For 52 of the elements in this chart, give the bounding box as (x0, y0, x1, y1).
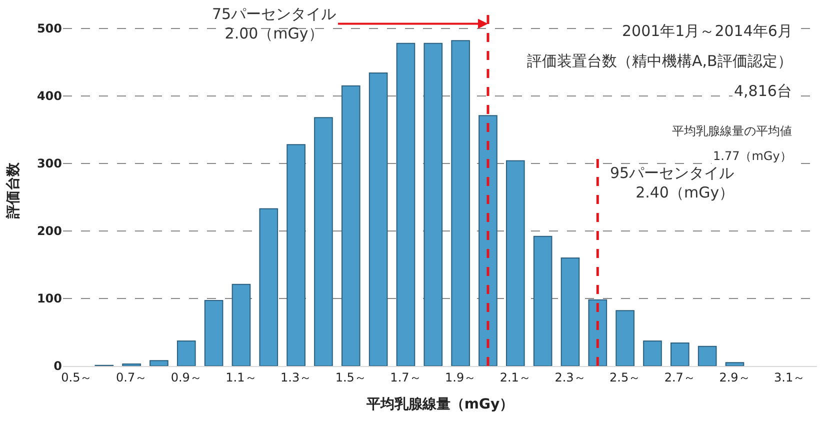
bar (232, 284, 251, 366)
bar (725, 362, 744, 366)
annotation: 2001年1月～2014年6月 (622, 22, 792, 40)
x-tick-label: 0.5～ (61, 370, 92, 384)
x-tick-label: 2.9～ (719, 370, 750, 384)
x-tick-label: 3.1～ (774, 370, 806, 384)
x-tick-label: 2.3～ (554, 370, 586, 384)
x-tick-label: 0.9～ (170, 370, 202, 384)
annotation: 4,816台 (734, 82, 792, 100)
bar (150, 360, 168, 366)
bar (122, 363, 141, 366)
y-tick-label: 200 (36, 224, 62, 238)
bar (314, 117, 333, 366)
bar (560, 258, 580, 366)
bar (616, 310, 634, 366)
x-tick-label: 2.1～ (500, 370, 531, 384)
bar (368, 72, 388, 366)
bar (396, 42, 416, 366)
bar (478, 115, 498, 366)
bar (424, 42, 443, 366)
y-tick-label: 100 (36, 292, 62, 306)
annotation: 平均乳腺線量の平均値 (672, 124, 792, 138)
y-tick-label: 500 (36, 22, 62, 36)
bar (588, 299, 608, 366)
x-tick-label: 1.7～ (390, 370, 422, 384)
bar (506, 160, 525, 366)
x-tick-label: 0.7～ (116, 370, 148, 384)
bar (533, 236, 552, 366)
annotation: 評価装置台数（精中機構A,B評価認定） (527, 52, 792, 70)
ref-line-label: 95パーセンタイル 2.40（mGy） (610, 164, 734, 202)
bar (451, 40, 470, 366)
annotation: 1.77（mGy） (713, 149, 792, 163)
y-tick-label: 300 (36, 156, 62, 171)
ref-line-label: 75パーセンタイル 2.00（mGy） (212, 5, 336, 42)
bar (176, 340, 196, 366)
bar (204, 300, 224, 366)
bar (698, 346, 717, 366)
bar (286, 144, 306, 366)
y-axis-title: 評価台数 (4, 162, 22, 220)
x-tick-label: 2.7～ (664, 370, 696, 384)
x-tick-label: 1.5～ (335, 370, 366, 384)
x-tick-label: 2.5～ (610, 370, 641, 384)
bar (670, 342, 690, 366)
x-tick-label: 1.1～ (226, 370, 257, 384)
x-tick-label: 1.3～ (280, 370, 312, 384)
bar (643, 340, 662, 366)
y-tick-label: 400 (36, 89, 62, 104)
x-tick-label: 1.9～ (445, 370, 476, 384)
bar (341, 85, 360, 366)
bar (259, 208, 278, 366)
x-axis-title: 平均乳腺線量（mGy） (365, 396, 514, 413)
y-tick-label: 0 (54, 359, 62, 374)
